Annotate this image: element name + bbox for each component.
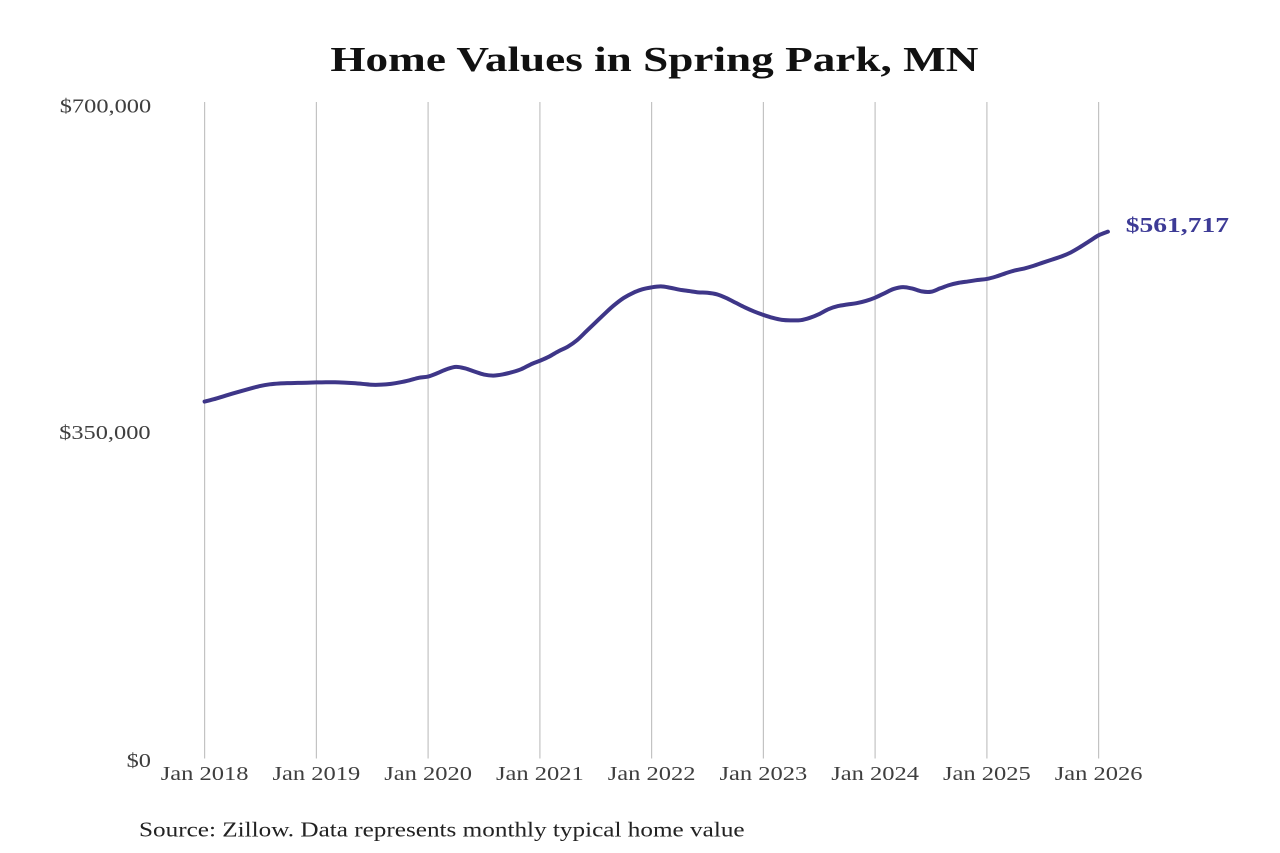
- svg-text:Jan 2024: Jan 2024: [831, 762, 919, 784]
- svg-text:Jan 2025: Jan 2025: [943, 762, 1031, 784]
- svg-text:$350,000: $350,000: [59, 421, 150, 443]
- svg-text:Home Values in Spring Park, MN: Home Values in Spring Park, MN: [330, 40, 978, 79]
- svg-text:$0: $0: [127, 749, 151, 771]
- svg-text:$700,000: $700,000: [60, 94, 151, 116]
- svg-text:Jan 2018: Jan 2018: [161, 762, 249, 784]
- svg-text:Source: Zillow. Data represent: Source: Zillow. Data represents monthly …: [139, 818, 745, 842]
- svg-text:Jan 2021: Jan 2021: [496, 762, 584, 784]
- svg-text:Jan 2019: Jan 2019: [273, 762, 361, 784]
- svg-text:$561,717: $561,717: [1126, 214, 1229, 237]
- svg-text:Jan 2026: Jan 2026: [1055, 762, 1143, 784]
- svg-text:Jan 2023: Jan 2023: [720, 762, 808, 784]
- svg-text:Jan 2022: Jan 2022: [608, 762, 696, 784]
- svg-text:Jan 2020: Jan 2020: [384, 762, 472, 784]
